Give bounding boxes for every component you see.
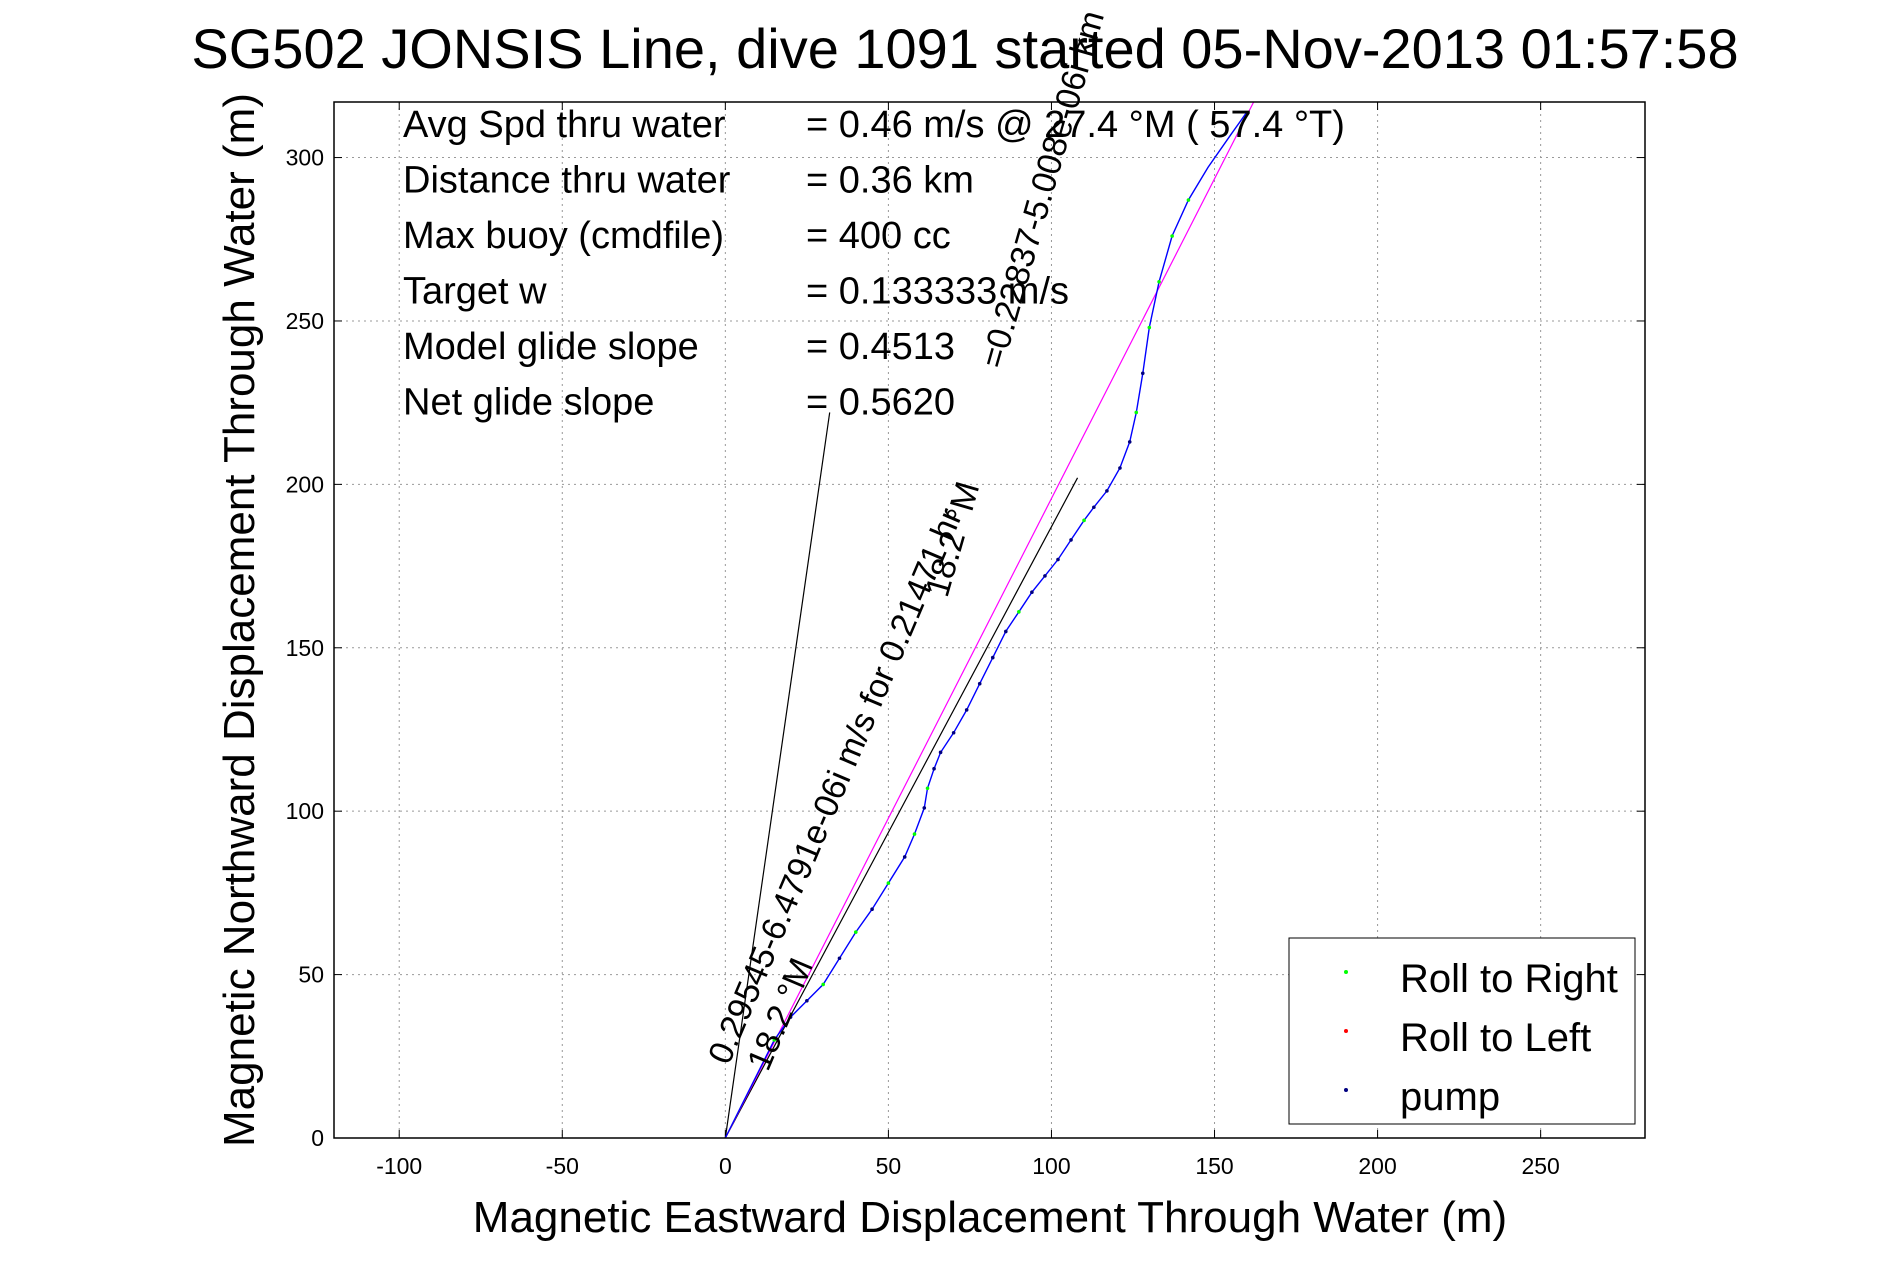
marker-point: [938, 750, 943, 755]
marker-point: [925, 786, 930, 791]
x-tick-label: -50: [546, 1153, 579, 1179]
stat-value: = 0.46 m/s @ 27.4 °M ( 57.4 °T): [806, 104, 1345, 146]
stat-value: = 400 cc: [806, 215, 951, 257]
markers: [772, 198, 1191, 1042]
tick-labels: -100 -50 0 50 100 150 200 250 0 50 100 150 200 250 300: [286, 145, 1560, 1179]
stat-label: Net glide slope: [403, 382, 654, 424]
marker-point: [772, 1038, 777, 1042]
marker-point: [1043, 574, 1047, 578]
stats-box: Avg Spd thru water = 0.46 m/s @ 27.4 °M (…: [403, 104, 1345, 424]
stat-label: Model glide slope: [403, 326, 699, 368]
x-tick-label: 50: [876, 1153, 902, 1179]
marker-point: [1092, 505, 1096, 510]
y-axis-label: Magnetic Northward Displacement Through …: [215, 93, 264, 1147]
marker-point: [1140, 371, 1145, 376]
marker-point: [837, 956, 842, 961]
stat-label: Max buoy (cmdfile): [403, 215, 724, 257]
legend-marker: [1344, 1029, 1348, 1033]
x-tick-label: 150: [1195, 1153, 1233, 1179]
marker-point: [1170, 234, 1174, 238]
marker-point: [1105, 489, 1109, 493]
slope-lines: [724, 101, 1255, 1139]
x-tick-label: 250: [1521, 1153, 1559, 1179]
marker-point: [1056, 557, 1060, 562]
marker-point: [1147, 325, 1152, 330]
y-tick-label: 100: [286, 798, 324, 824]
stat-label: Distance thru water: [403, 160, 731, 202]
y-tick-label: 50: [298, 962, 324, 988]
legend-marker: [1344, 970, 1348, 974]
y-tick-label: 150: [286, 635, 324, 661]
stat-value: = 0.5620: [806, 382, 955, 424]
net-displacement-line: [724, 101, 1255, 1139]
legend-entry: Roll to Right: [1400, 957, 1618, 1001]
legend-marker: [1344, 1088, 1348, 1092]
marker-point: [1069, 538, 1073, 542]
marker-point: [1118, 466, 1122, 470]
marker-point: [990, 655, 995, 660]
marker-point: [1004, 629, 1008, 634]
marker-point: [922, 806, 927, 810]
marker-point: [1127, 440, 1132, 444]
marker-point: [1186, 198, 1191, 202]
marker-point: [964, 708, 969, 712]
marker-point: [932, 766, 936, 771]
x-tick-label: -100: [376, 1153, 422, 1179]
marker-point: [951, 730, 956, 735]
stat-value: = 0.4513: [806, 326, 955, 368]
marker-point: [821, 982, 825, 987]
y-tick-label: 200: [286, 471, 324, 497]
stat-value: = 0.133333 m/s: [806, 271, 1069, 313]
slope-line: [724, 412, 831, 1139]
plot-border: [333, 101, 1646, 1139]
marker-point: [870, 907, 874, 912]
x-tick-label: 0: [719, 1153, 732, 1179]
stat-label: Target w: [403, 271, 547, 313]
slope-line: [724, 477, 1079, 1139]
marker-point: [886, 881, 891, 885]
marker-point: [912, 832, 917, 836]
legend: Roll to Right Roll to Left pump: [1288, 937, 1636, 1125]
x-tick-label: 100: [1032, 1153, 1070, 1179]
marker-point: [1157, 279, 1161, 284]
marker-point: [1017, 610, 1021, 614]
stat-value: = 0.36 km: [806, 160, 974, 202]
marker-point: [853, 930, 858, 934]
marker-point: [977, 681, 982, 686]
chart-title: SG502 JONSIS Line, dive 1091 started 05-…: [191, 17, 1738, 80]
legend-entry: pump: [1400, 1075, 1500, 1119]
x-axis-label: Magnetic Eastward Displacement Through W…: [473, 1193, 1507, 1242]
legend-entry: Roll to Left: [1400, 1016, 1591, 1060]
marker-point: [805, 998, 809, 1003]
marker-point: [902, 855, 907, 859]
marker-point: [1082, 518, 1086, 523]
y-tick-label: 300: [286, 145, 324, 171]
marker-point: [1134, 410, 1139, 415]
y-tick-label: 0: [311, 1125, 324, 1151]
marker-point: [788, 1015, 793, 1019]
y-tick-label: 250: [286, 308, 324, 334]
stat-label: Avg Spd thru water: [403, 104, 726, 146]
marker-point: [1030, 590, 1034, 595]
x-tick-label: 200: [1358, 1153, 1396, 1179]
